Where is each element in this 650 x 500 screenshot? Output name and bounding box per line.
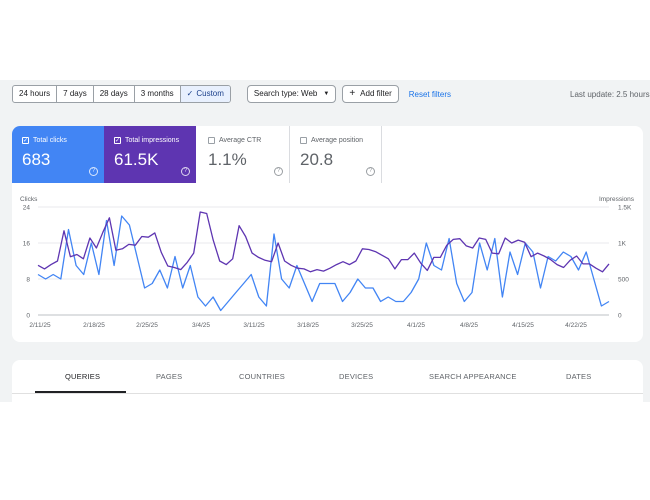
clicks-series-line — [37, 215, 610, 312]
metric-value: 1.1% — [208, 150, 247, 169]
right-axis-title: Impressions — [599, 196, 635, 203]
help-icon[interactable]: ? — [181, 167, 190, 176]
left-tick-label: 24 — [23, 205, 31, 212]
help-icon[interactable]: ? — [274, 167, 283, 176]
last-update-text: Last update: 2.5 hours ago — [570, 89, 650, 99]
filter-bar: 24 hours 7 days 28 days 3 months ✓ Custom… — [12, 84, 650, 104]
range-7-days[interactable]: 7 days — [57, 86, 94, 102]
range-24-hours[interactable]: 24 hours — [13, 86, 58, 102]
report-tabs: QUERIES PAGES COUNTRIES DEVICES SEARCH A… — [12, 360, 643, 402]
x-tick-label: 4/8/25 — [460, 322, 478, 329]
active-tab-indicator — [35, 391, 126, 393]
performance-line-chart: Clicks Impressions 24 1.5K 16 1K 8 500 0 0 2/11/25… — [20, 196, 635, 329]
checkbox-unchecked-icon[interactable] — [300, 137, 307, 144]
metric-value: 683 — [22, 150, 51, 169]
impressions-series-line — [37, 211, 610, 273]
tab-countries[interactable]: COUNTRIES — [239, 372, 285, 381]
x-tick-label: 3/25/25 — [351, 322, 373, 329]
metric-label: Total clicks — [33, 137, 67, 144]
metric-label: Total impressions — [125, 137, 180, 144]
metric-label: Average CTR — [219, 137, 262, 144]
right-tick-label: 1K — [618, 241, 627, 248]
tab-dates[interactable]: DATES — [566, 372, 592, 381]
add-filter-label: Add filter — [360, 89, 392, 98]
right-tick-label: 1.5K — [618, 205, 632, 212]
performance-panel: 24 hours 7 days 28 days 3 months ✓ Custom… — [0, 80, 650, 402]
x-tick-label: 4/22/25 — [565, 322, 587, 329]
left-tick-label: 16 — [23, 241, 31, 248]
tab-pages[interactable]: PAGES — [156, 372, 183, 381]
metric-average-ctr[interactable]: Average CTR 1.1% ? — [198, 126, 290, 183]
range-custom[interactable]: ✓ Custom — [180, 86, 230, 102]
help-icon[interactable]: ? — [366, 167, 375, 176]
caret-down-icon: ▼ — [323, 91, 330, 97]
x-tick-label: 3/4/25 — [192, 322, 210, 329]
tabs-divider — [12, 393, 643, 394]
tab-queries[interactable]: QUERIES — [65, 372, 101, 381]
metric-total-clicks[interactable]: ✓ Total clicks 683 ? — [12, 126, 104, 183]
x-tick-label: 2/11/25 — [29, 322, 51, 329]
tab-search-appearance[interactable]: SEARCH APPEARANCE — [429, 372, 517, 381]
metric-value: 20.8 — [300, 150, 334, 169]
checkbox-checked-icon[interactable]: ✓ — [22, 137, 29, 144]
search-type-label: Search type: Web — [253, 89, 318, 98]
x-tick-label: 4/1/25 — [407, 322, 425, 329]
metric-value: 61.5K — [114, 150, 159, 169]
reset-filters-link[interactable]: Reset filters — [408, 89, 451, 99]
checkbox-checked-icon[interactable]: ✓ — [114, 137, 121, 144]
date-range-selector: 24 hours 7 days 28 days 3 months ✓ Custom — [12, 85, 231, 103]
left-tick-label: 0 — [26, 313, 30, 320]
checkbox-unchecked-icon[interactable] — [208, 137, 215, 144]
range-3-months[interactable]: 3 months — [135, 86, 181, 102]
metric-total-impressions[interactable]: ✓ Total impressions 61.5K ? — [104, 126, 196, 183]
x-tick-label: 2/18/25 — [83, 322, 105, 329]
x-tick-label: 3/18/25 — [297, 322, 319, 329]
x-tick-label: 3/11/25 — [243, 322, 265, 329]
performance-chart-card: ✓ Total clicks 683 ? ✓ Total impressions 6… — [12, 126, 643, 342]
x-tick-label: 2/25/25 — [136, 322, 158, 329]
plus-icon: + — [349, 88, 356, 99]
range-custom-label: Custom — [196, 89, 224, 98]
tab-devices[interactable]: DEVICES — [339, 372, 374, 381]
x-tick-label: 4/15/25 — [512, 322, 534, 329]
help-icon[interactable]: ? — [89, 167, 98, 176]
add-filter-button[interactable]: + Add filter — [342, 85, 399, 103]
left-axis-title: Clicks — [20, 196, 38, 203]
right-tick-label: 0 — [618, 313, 622, 320]
range-28-days[interactable]: 28 days — [94, 86, 135, 102]
right-tick-label: 500 — [618, 277, 629, 284]
search-type-dropdown[interactable]: Search type: Web ▼ — [246, 85, 337, 103]
metric-label: Average position — [311, 137, 364, 144]
check-icon: ✓ — [186, 89, 194, 98]
metric-average-position[interactable]: Average position 20.8 ? — [290, 126, 382, 183]
left-tick-label: 8 — [26, 277, 30, 284]
